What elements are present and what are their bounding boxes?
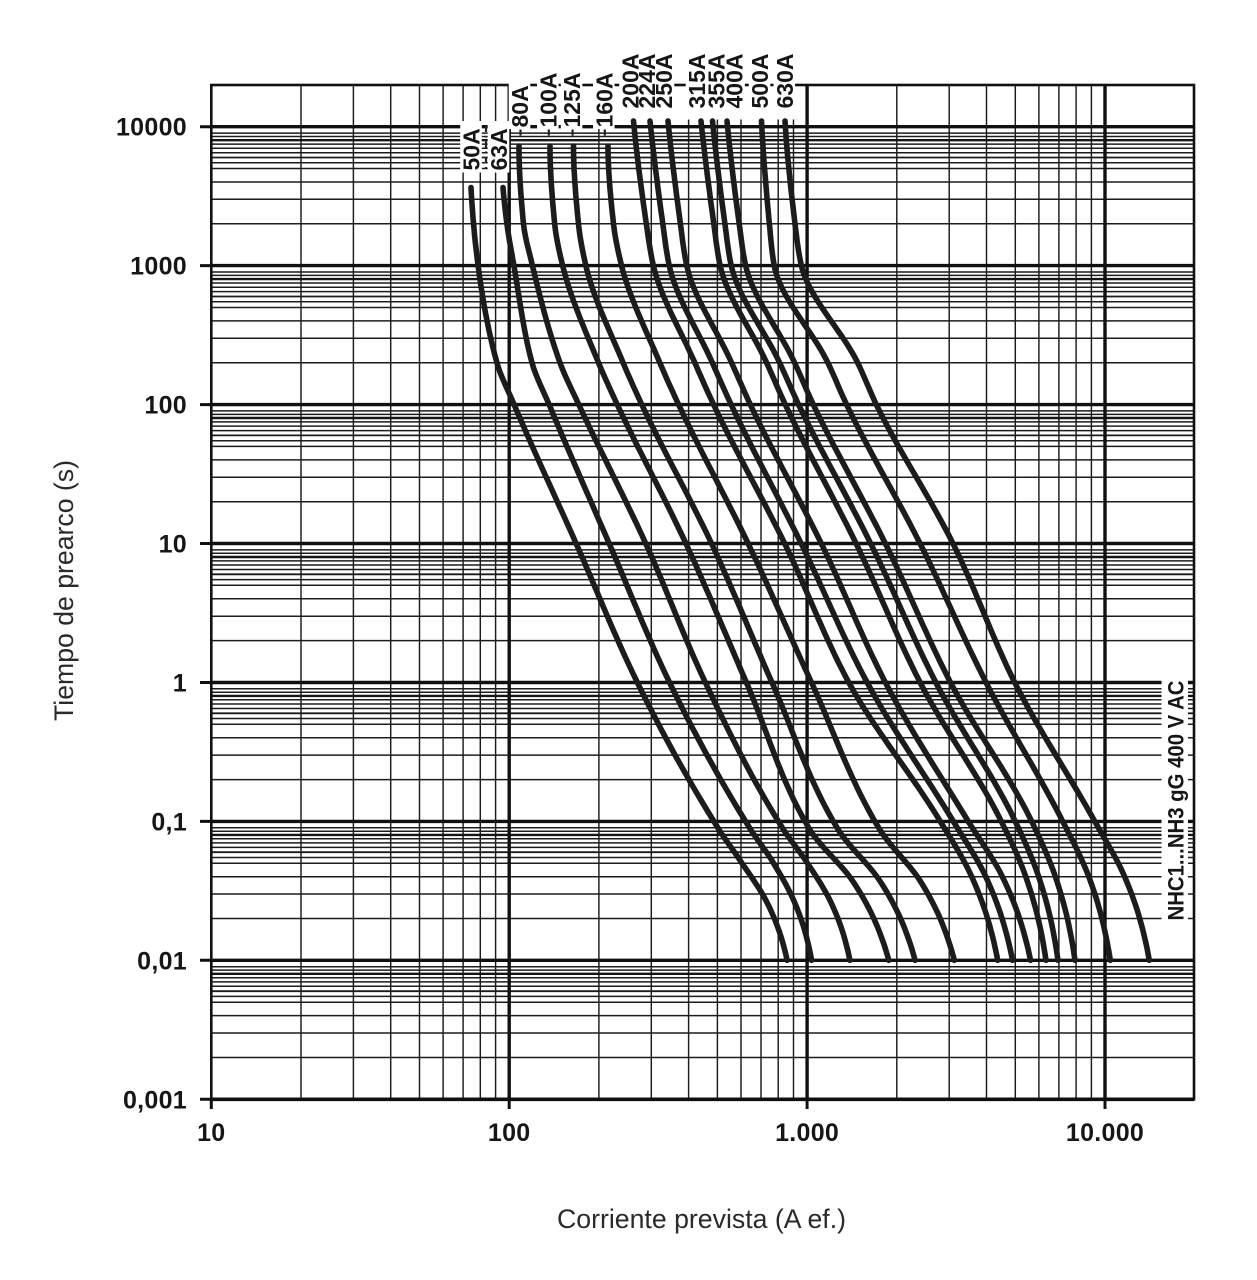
svg-text:10: 10 [197, 1119, 225, 1147]
svg-text:NHC1...NH3 gG 400 V AC: NHC1...NH3 gG 400 V AC [1164, 680, 1189, 920]
svg-text:10: 10 [159, 531, 187, 559]
svg-text:400A: 400A [722, 54, 748, 109]
svg-text:10000: 10000 [116, 114, 187, 142]
svg-text:125A: 125A [559, 73, 585, 128]
svg-text:80A: 80A [507, 85, 533, 127]
svg-text:315A: 315A [684, 54, 710, 109]
svg-text:10.000: 10.000 [1066, 1119, 1144, 1147]
svg-text:224A: 224A [634, 54, 660, 109]
svg-text:100A: 100A [535, 73, 561, 128]
svg-text:1: 1 [173, 670, 187, 698]
svg-text:63A: 63A [486, 128, 512, 170]
svg-text:1.000: 1.000 [775, 1119, 839, 1147]
svg-text:500A: 500A [747, 54, 773, 109]
svg-text:Corriente prevista (A ef.): Corriente prevista (A ef.) [557, 1204, 846, 1234]
svg-text:250A: 250A [651, 54, 677, 109]
svg-text:355A: 355A [703, 54, 729, 109]
svg-text:0,1: 0,1 [151, 808, 187, 836]
svg-text:100: 100 [488, 1119, 531, 1147]
svg-text:1000: 1000 [130, 253, 187, 281]
svg-text:0,01: 0,01 [137, 947, 187, 975]
svg-text:160A: 160A [591, 73, 617, 128]
svg-text:630A: 630A [772, 54, 798, 109]
svg-text:100: 100 [144, 392, 187, 420]
svg-text:200A: 200A [618, 54, 644, 109]
svg-text:0,001: 0,001 [123, 1086, 187, 1114]
svg-text:50A: 50A [459, 128, 485, 170]
svg-text:Tiempo de prearco (s): Tiempo de prearco (s) [49, 460, 79, 721]
